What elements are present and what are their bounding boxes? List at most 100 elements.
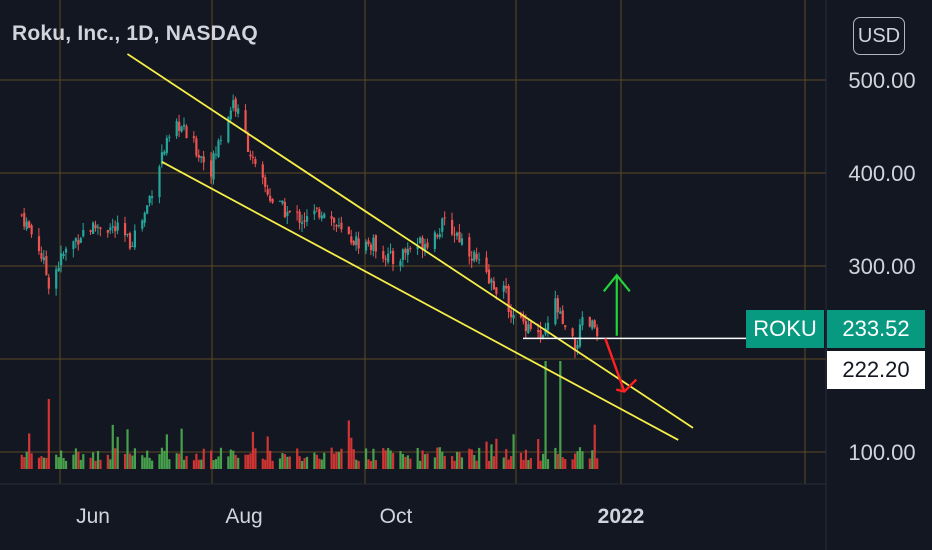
candle-body [389,251,392,253]
candle-body [546,322,550,331]
volume-bar [74,448,77,469]
candle-body [473,251,476,261]
candle-body [25,221,28,229]
volume-bar [315,454,318,469]
volume-bar [143,457,146,469]
volume-bar [559,361,562,469]
volume-bar [254,448,257,469]
volume-bar [423,454,427,469]
volume-bar [401,453,405,469]
candle-body [305,216,309,222]
candle-body [409,248,412,250]
volume-bar [384,450,387,469]
candle-body [487,269,491,284]
channel-line [161,161,679,441]
candle-body [470,258,473,261]
candlesticks [20,94,599,359]
volume-bars [20,361,599,469]
candle-body [438,234,441,238]
volume-bar [202,448,205,469]
candle-body [507,286,510,312]
volume-bar [219,447,223,469]
volume-bar [367,459,370,469]
volume-bar [296,448,299,469]
level-price-badge: 222.20 [827,351,925,389]
volume-bar [200,459,203,469]
symbol-price-badge: ROKU [746,310,824,348]
volume-bar [318,458,321,469]
volume-bar [151,460,154,469]
candle-body [421,237,424,251]
candle-body [340,222,343,230]
volume-bar [286,456,289,469]
candle-body [537,330,540,333]
volume-bar [30,453,33,469]
volume-bar [374,460,377,469]
candle-body [460,238,464,245]
volume-bar [451,456,454,469]
volume-bar [490,444,493,469]
volume-bar [588,458,591,469]
volume-bar [350,437,353,469]
currency-button[interactable]: USD [853,17,905,55]
volume-bar [473,455,476,469]
volume-bar [251,431,255,469]
candle-body [116,222,119,231]
volume-bar [232,450,235,469]
candle-body [128,232,132,249]
candle-body [561,310,564,324]
arrow-down-shaft [604,338,626,392]
volume-bar [352,449,355,469]
candle-body [168,136,171,138]
volume-bar [237,457,240,469]
candle-body [283,201,287,218]
candle-body [490,279,493,283]
volume-bar [261,458,264,469]
volume-bar [79,459,82,469]
volume-bar [178,453,181,469]
candle-body [387,253,390,263]
volume-bar [227,456,230,469]
candle-body [453,234,456,236]
candle-body [542,335,545,338]
volume-bar [335,451,338,469]
candle-body [596,327,599,337]
candle-body [364,241,368,251]
candle-body [55,269,58,289]
candle-body [392,250,395,264]
volume-bar [301,460,304,469]
volume-bar [214,458,218,469]
volume-bar [529,458,532,469]
candle-body [522,315,525,322]
volume-bar [546,459,550,469]
candle-body [468,237,471,257]
volume-bar [269,450,272,469]
volume-bar [323,452,326,469]
candle-body [347,226,350,234]
volume-bar [175,453,178,469]
candle-body [527,324,530,334]
volume-bar [416,447,419,469]
candle-body [384,258,387,260]
candle-body [261,164,264,178]
volume-bar [436,447,439,469]
candle-body [131,245,134,247]
volume-bar [443,456,446,469]
y-tick-label: 500.00 [848,68,916,93]
candle-body [502,285,505,292]
volume-bar [578,447,582,469]
volume-bar [441,451,444,469]
volume-bar [99,459,102,469]
candle-body [237,108,240,114]
volume-bar [369,460,373,469]
candle-body [556,298,559,313]
candle-body [492,281,496,290]
volume-bar [561,457,564,469]
volume-bar [519,452,523,469]
volume-bar [556,453,559,469]
volume-bar [89,457,92,469]
candle-body [374,235,377,252]
volume-bar [114,448,117,469]
volume-bar [106,454,109,469]
